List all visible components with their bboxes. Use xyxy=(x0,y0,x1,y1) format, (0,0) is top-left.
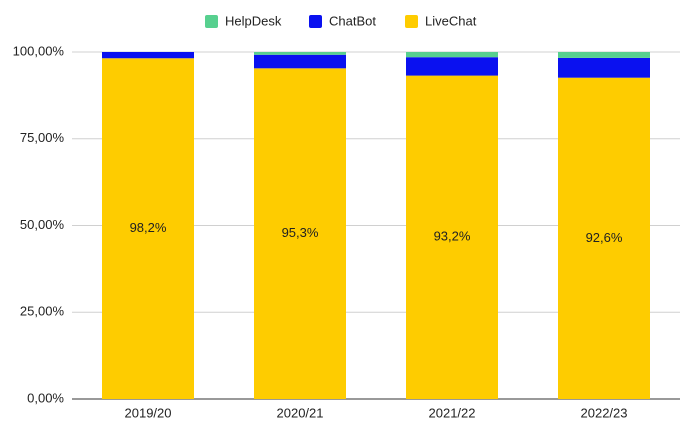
bar-segment xyxy=(558,52,650,58)
y-tick-label: 50,00% xyxy=(20,217,65,232)
bar-segment xyxy=(406,52,498,58)
legend-label: LiveChat xyxy=(425,13,477,28)
data-label: 95,3% xyxy=(282,225,319,240)
y-tick-label: 100,00% xyxy=(13,43,65,58)
legend-label: HelpDesk xyxy=(225,13,282,28)
y-tick-label: 75,00% xyxy=(20,130,65,145)
y-tick-label: 25,00% xyxy=(20,304,65,319)
bar-segment xyxy=(102,52,194,59)
x-tick-label: 2022/23 xyxy=(581,405,628,420)
x-tick-label: 2020/21 xyxy=(277,405,324,420)
x-tick-label: 2021/22 xyxy=(429,405,476,420)
bar-segment xyxy=(254,54,346,69)
legend-swatch xyxy=(309,15,322,28)
y-tick-label: 0,00% xyxy=(27,390,64,405)
bar-segment xyxy=(558,77,650,399)
bar-segment xyxy=(254,52,346,55)
bar-segment xyxy=(406,75,498,399)
data-label: 98,2% xyxy=(130,220,167,235)
legend-label: ChatBot xyxy=(329,13,376,28)
bar-segment xyxy=(102,58,194,399)
bar-segment xyxy=(254,68,346,400)
legend-swatch xyxy=(205,15,218,28)
legend-swatch xyxy=(405,15,418,28)
bar-segment xyxy=(406,57,498,76)
data-label: 93,2% xyxy=(434,229,471,244)
x-tick-label: 2019/20 xyxy=(125,405,172,420)
bar-segment xyxy=(558,57,650,78)
data-label: 92,6% xyxy=(586,230,623,245)
